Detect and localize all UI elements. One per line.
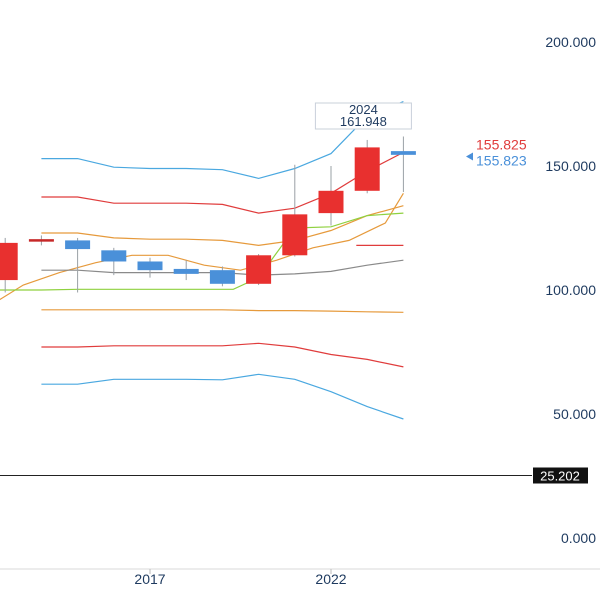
candle-2017 [137, 257, 163, 278]
candle-2019 [209, 266, 235, 287]
reference-line-group: 25.202 [0, 467, 588, 484]
grid-layer [0, 568, 600, 574]
tooltip-value: 161.948 [340, 114, 387, 129]
candle-body [101, 250, 127, 262]
candle-2021 [282, 164, 308, 257]
candle-body [246, 255, 272, 284]
candle-body [137, 261, 163, 271]
reference-label-bg [533, 467, 588, 484]
candle-body [173, 268, 199, 274]
candle-2020 [246, 254, 272, 286]
candle-body [0, 242, 18, 281]
candle-body [390, 151, 416, 155]
y-tick-label: 150.000 [545, 158, 596, 174]
axis-labels: 200.000 150.000 100.000 50.000 0.000 2017 2022… [134, 34, 596, 587]
reference-label: 25.202 [540, 468, 580, 483]
candle-body [209, 270, 235, 284]
candle-body [318, 190, 344, 214]
y-tick-label: 50.000 [553, 406, 596, 422]
candle-2015 [65, 237, 91, 293]
candle-body [282, 214, 308, 256]
indicator-line-1 [41, 151, 404, 214]
x-tick-label: 2022 [315, 571, 346, 587]
y-tick-label: 100.000 [545, 282, 596, 298]
candle-body [354, 147, 380, 191]
indicator-line-5 [0, 212, 404, 291]
y-tick-label: 200.000 [545, 34, 596, 50]
price-arrow-icon [466, 152, 473, 161]
indicator-line-7 [41, 342, 404, 368]
indicator-lines [0, 100, 404, 420]
price-label-lower: 155.823 [476, 153, 527, 169]
indicator-line-8 [41, 373, 404, 420]
candle-body [28, 239, 54, 242]
candle-2023 [354, 139, 380, 194]
indicator-line-0 [41, 100, 404, 180]
candle-2016 [101, 247, 127, 276]
price-label-upper: 155.825 [476, 137, 527, 153]
indicator-line-6 [41, 309, 404, 313]
candle-2018 [173, 260, 199, 281]
candle-2024 [390, 136, 416, 193]
indicator-line-2 [41, 205, 404, 247]
candle-2014 [28, 235, 54, 246]
candles [0, 136, 416, 293]
candle-2022 [318, 166, 344, 226]
tooltip-year: 2024 [349, 102, 378, 117]
y-tick-label: 0.000 [561, 530, 596, 546]
tooltip-box [314, 102, 412, 130]
candle-body [65, 240, 91, 250]
candle-2013 [0, 237, 18, 293]
x-tick-label: 2017 [134, 571, 165, 587]
